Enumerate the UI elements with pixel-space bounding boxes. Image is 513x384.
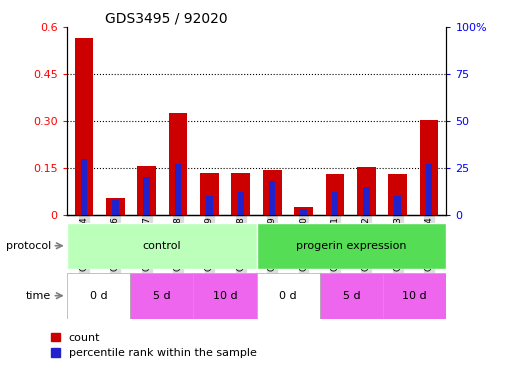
Bar <box>263 170 282 215</box>
Bar <box>426 164 432 215</box>
Text: 0 d: 0 d <box>279 291 297 301</box>
Bar <box>231 173 250 215</box>
Text: protocol: protocol <box>6 241 51 251</box>
Bar <box>175 164 182 215</box>
Bar <box>420 120 439 215</box>
Bar <box>106 198 125 215</box>
Text: 10 d: 10 d <box>402 291 427 301</box>
Bar <box>383 273 446 319</box>
Bar <box>206 196 213 215</box>
Bar <box>256 273 320 319</box>
Bar <box>388 174 407 215</box>
Bar <box>67 273 130 319</box>
Bar <box>130 273 193 319</box>
Bar <box>144 177 150 215</box>
Bar <box>320 273 383 319</box>
Bar <box>200 173 219 215</box>
Bar <box>300 209 307 215</box>
Legend: count, percentile rank within the sample: count, percentile rank within the sample <box>47 328 261 363</box>
Text: 5 d: 5 d <box>343 291 360 301</box>
Bar <box>357 167 376 215</box>
Bar <box>256 223 446 269</box>
Bar <box>169 113 187 215</box>
Bar <box>74 38 93 215</box>
Text: time: time <box>26 291 51 301</box>
Bar <box>269 181 275 215</box>
Bar <box>326 174 344 215</box>
Bar <box>394 196 401 215</box>
Text: control: control <box>142 241 181 251</box>
Text: 0 d: 0 d <box>89 291 107 301</box>
Text: 10 d: 10 d <box>212 291 237 301</box>
Bar <box>193 273 256 319</box>
Bar <box>331 192 338 215</box>
Bar <box>67 223 256 269</box>
Bar <box>294 207 313 215</box>
Bar <box>81 159 87 215</box>
Bar <box>363 187 369 215</box>
Bar <box>137 166 156 215</box>
Text: 5 d: 5 d <box>153 291 170 301</box>
Text: progerin expression: progerin expression <box>296 241 407 251</box>
Bar <box>112 200 119 215</box>
Bar <box>238 192 244 215</box>
Text: GDS3495 / 92020: GDS3495 / 92020 <box>105 12 227 26</box>
